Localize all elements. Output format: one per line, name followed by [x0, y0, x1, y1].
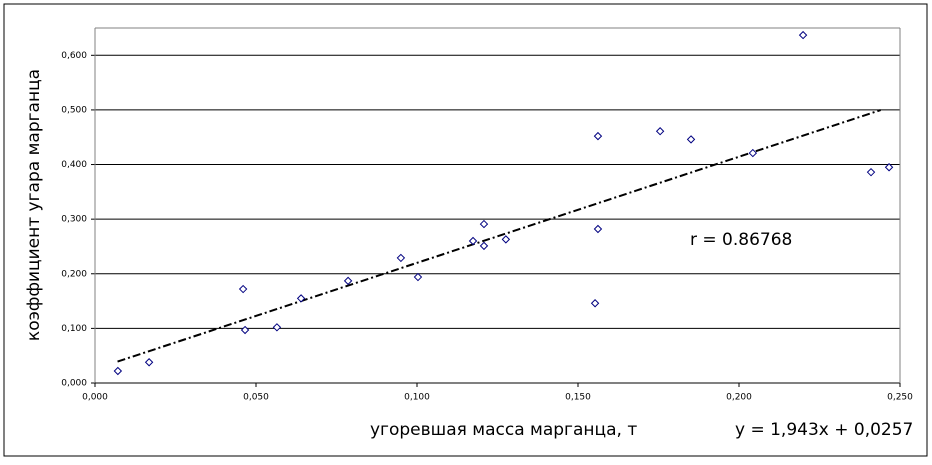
point — [884, 163, 894, 172]
point — [501, 235, 511, 244]
x-tick-label: 0,150 — [565, 393, 591, 403]
y-tick-label: 0,400 — [61, 160, 87, 170]
y-tick-label: 0,600 — [61, 51, 87, 61]
y-axis-label: коэффициент угара марганца — [24, 69, 44, 341]
y-tick-label: 0,500 — [61, 105, 87, 115]
x-tick-label: 0,200 — [726, 393, 752, 403]
y-tick-label: 0,200 — [61, 269, 87, 279]
y-tick-label: 0,000 — [61, 379, 87, 389]
point — [113, 366, 123, 376]
point — [590, 299, 600, 308]
point — [468, 236, 478, 246]
point — [866, 167, 876, 177]
x-tick-label: 0,050 — [243, 393, 269, 403]
point — [798, 30, 808, 40]
point — [748, 148, 758, 158]
y-tick-label: 0,300 — [61, 215, 87, 225]
point — [396, 253, 406, 263]
point — [686, 135, 696, 144]
trendline-equation: y = 1,943x + 0,0257 — [735, 420, 913, 440]
point — [240, 325, 250, 335]
x-tick-label: 0,100 — [404, 393, 430, 403]
x-tick-label: 0,000 — [82, 393, 108, 403]
point — [272, 323, 282, 332]
point — [655, 127, 665, 136]
point — [144, 358, 154, 367]
point — [238, 284, 248, 294]
x-tick-label: 0,250 — [887, 393, 913, 403]
point — [343, 276, 353, 286]
annotation: r = 0.86768 — [690, 230, 792, 250]
x-axis-label: угоревшая масса марганца, т — [370, 420, 637, 440]
trendline — [117, 109, 881, 363]
point — [593, 224, 603, 234]
point — [479, 241, 489, 251]
y-tick-label: 0,100 — [61, 324, 87, 334]
chart-frame — [3, 3, 928, 457]
point — [413, 272, 423, 282]
point — [296, 294, 306, 303]
point — [593, 131, 603, 141]
point — [479, 219, 489, 229]
